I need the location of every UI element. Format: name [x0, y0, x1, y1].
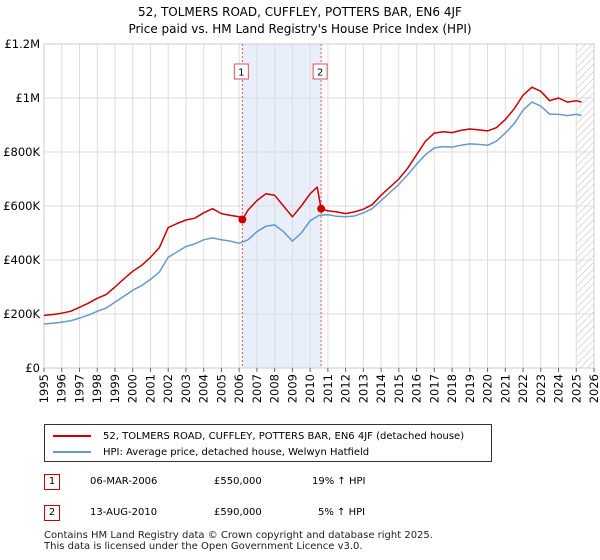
- x-tick-label: 2021: [498, 374, 512, 403]
- legend-label-price: 52, TOLMERS ROAD, CUFFLEY, POTTERS BAR, …: [103, 430, 465, 442]
- footer-copyright: Contains HM Land Registry data © Crown c…: [44, 530, 433, 541]
- x-tick-label: 2004: [197, 374, 211, 403]
- x-tick-label: 2006: [232, 374, 246, 403]
- x-tick-label: 2012: [339, 374, 353, 403]
- y-tick-label: £0: [25, 361, 40, 375]
- x-tick-label: 2026: [587, 374, 600, 403]
- chart-subtitle: Price paid vs. HM Land Registry's House …: [128, 22, 471, 36]
- x-tick-label: 2013: [356, 374, 370, 403]
- transaction-price: £590,000: [214, 507, 262, 518]
- footer-attribution: Contains HM Land Registry data © Crown c…: [44, 530, 433, 552]
- x-tick-label: 2009: [285, 374, 299, 403]
- transaction-price: £550,000: [214, 476, 262, 487]
- sale-label-number: 1: [238, 68, 244, 79]
- x-tick-label: 1996: [55, 374, 69, 403]
- y-tick-label: £600K: [3, 199, 40, 213]
- y-tick-label: £200K: [3, 307, 40, 321]
- transaction-date: 06-MAR-2006: [90, 476, 158, 487]
- x-tick-label: 1997: [72, 374, 86, 403]
- x-tick-label: 2016: [410, 374, 424, 403]
- y-tick-label: £800K: [3, 145, 40, 159]
- x-tick-label: 2015: [392, 374, 406, 403]
- x-tick-label: 2010: [303, 374, 317, 403]
- price-series-line: [43, 86, 582, 317]
- sale-point: [238, 215, 247, 224]
- x-tick-label: 1998: [90, 374, 104, 403]
- x-tick-label: 2023: [534, 374, 548, 403]
- x-tick-label: 1999: [108, 374, 122, 403]
- x-tick-label: 2008: [268, 374, 282, 403]
- footer-licence: This data is licensed under the Open Gov…: [44, 541, 363, 552]
- legend-item-price: 52, TOLMERS ROAD, CUFFLEY, POTTERS BAR, …: [53, 428, 464, 444]
- legend: 52, TOLMERS ROAD, CUFFLEY, POTTERS BAR, …: [44, 424, 492, 462]
- plot-frame: [43, 43, 595, 369]
- x-tick-label: 2011: [321, 374, 335, 403]
- chart-title: 52, TOLMERS ROAD, CUFFLEY, POTTERS BAR, …: [138, 5, 462, 19]
- sale-label-box: [233, 63, 249, 80]
- price-chart: 52, TOLMERS ROAD, CUFFLEY, POTTERS BAR, …: [3, 5, 600, 403]
- legend-swatch-price: [53, 435, 91, 437]
- x-tick-label: 2018: [445, 374, 459, 403]
- transaction-hpi-diff: 19% ↑ HPI: [312, 476, 366, 487]
- x-tick-label: 2022: [516, 374, 530, 403]
- y-tick-label: £1M: [15, 91, 40, 105]
- y-tick-label: £400K: [3, 253, 40, 267]
- x-tick-label: 2017: [427, 374, 441, 403]
- x-tick-label: 2014: [374, 374, 388, 403]
- y-tick-label: £1.2M: [4, 37, 40, 51]
- x-tick-label: 2007: [250, 374, 264, 403]
- x-tick-label: 2002: [161, 374, 175, 403]
- transaction-hpi-diff: 5% ↑ HPI: [318, 507, 366, 518]
- x-tick-label: 2005: [214, 374, 228, 403]
- x-tick-label: 1995: [37, 374, 51, 403]
- transaction-date: 13-AUG-2010: [90, 507, 158, 518]
- sale-point: [317, 204, 326, 213]
- x-tick-label: 2025: [569, 374, 583, 403]
- x-tick-label: 2020: [481, 374, 495, 403]
- sale-label-number: 2: [317, 68, 323, 79]
- transaction-number-badge: 1: [44, 474, 60, 490]
- x-tick-label: 2000: [126, 374, 140, 403]
- legend-swatch-hpi: [53, 451, 91, 453]
- legend-item-hpi: HPI: Average price, detached house, Welw…: [53, 444, 369, 460]
- legend-label-hpi: HPI: Average price, detached house, Welw…: [103, 446, 370, 458]
- sale-label-box: [312, 63, 328, 80]
- x-tick-label: 2003: [179, 374, 193, 403]
- hpi-series-line: [43, 101, 582, 325]
- transaction-number-badge: 2: [44, 505, 60, 521]
- x-tick-label: 2001: [143, 374, 157, 403]
- x-tick-label: 2024: [552, 374, 566, 403]
- x-tick-label: 2019: [463, 374, 477, 403]
